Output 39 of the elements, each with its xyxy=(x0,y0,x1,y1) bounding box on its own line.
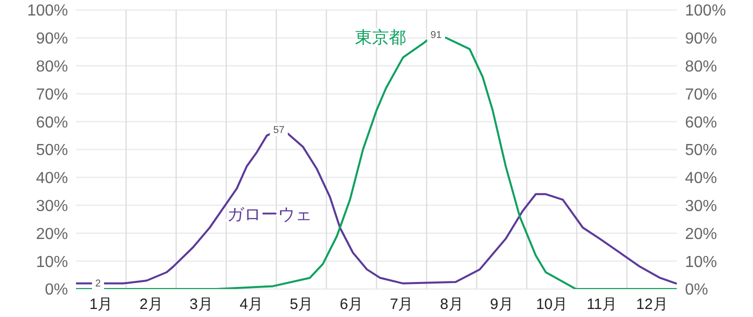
y2-tick-label: 10% xyxy=(685,254,718,271)
x-tick-label: 6月 xyxy=(340,296,364,313)
x-tick-label: 2月 xyxy=(139,296,163,313)
y2-tick-label: 70% xyxy=(685,86,718,104)
y2-tick-label: 80% xyxy=(685,58,718,76)
y-tick-label: 40% xyxy=(36,170,68,188)
y-tick-label: 50% xyxy=(36,142,68,160)
y-tick-label: 80% xyxy=(36,58,68,76)
annotation: 91 xyxy=(430,30,442,42)
annotation: 2 xyxy=(95,278,102,290)
x-tick-label: 4月 xyxy=(240,296,263,313)
x-tick-label: 10月 xyxy=(536,296,568,313)
x-tick-label: 9月 xyxy=(490,296,514,313)
x-tick-label: 12月 xyxy=(636,296,668,313)
y2-tick-label: 40% xyxy=(685,170,718,188)
y2-tick-label: 30% xyxy=(685,198,718,215)
y2-tick-label: 60% xyxy=(685,114,718,132)
x-tick-label: 11月 xyxy=(586,296,618,313)
y-tick-label: 60% xyxy=(36,114,68,132)
y-tick-label: 70% xyxy=(36,86,68,104)
x-tick-label: 7月 xyxy=(390,296,414,313)
x-tick-label: 8月 xyxy=(440,296,464,313)
y2-tick-label: 90% xyxy=(685,30,718,48)
y2-tick-label: 50% xyxy=(685,142,718,160)
series-label: ガローウェ xyxy=(226,204,312,224)
x-tick-label: 5月 xyxy=(290,296,314,313)
y-tick-label: 10% xyxy=(36,254,68,271)
y2-tick-label: 100% xyxy=(685,2,726,20)
y-tick-label: 20% xyxy=(36,226,68,243)
y-tick-label: 30% xyxy=(36,198,68,215)
y2-tick-label: 0% xyxy=(685,282,708,299)
x-tick-label: 1月 xyxy=(89,296,113,313)
y2-tick-label: 20% xyxy=(685,226,718,243)
annotation: 57 xyxy=(273,124,285,136)
y-tick-label: 90% xyxy=(36,30,68,48)
y-tick-label: 100% xyxy=(27,2,68,20)
series-label: 東京都 xyxy=(355,28,406,48)
y-tick-label: 0% xyxy=(44,282,68,299)
x-tick-label: 3月 xyxy=(190,296,213,313)
